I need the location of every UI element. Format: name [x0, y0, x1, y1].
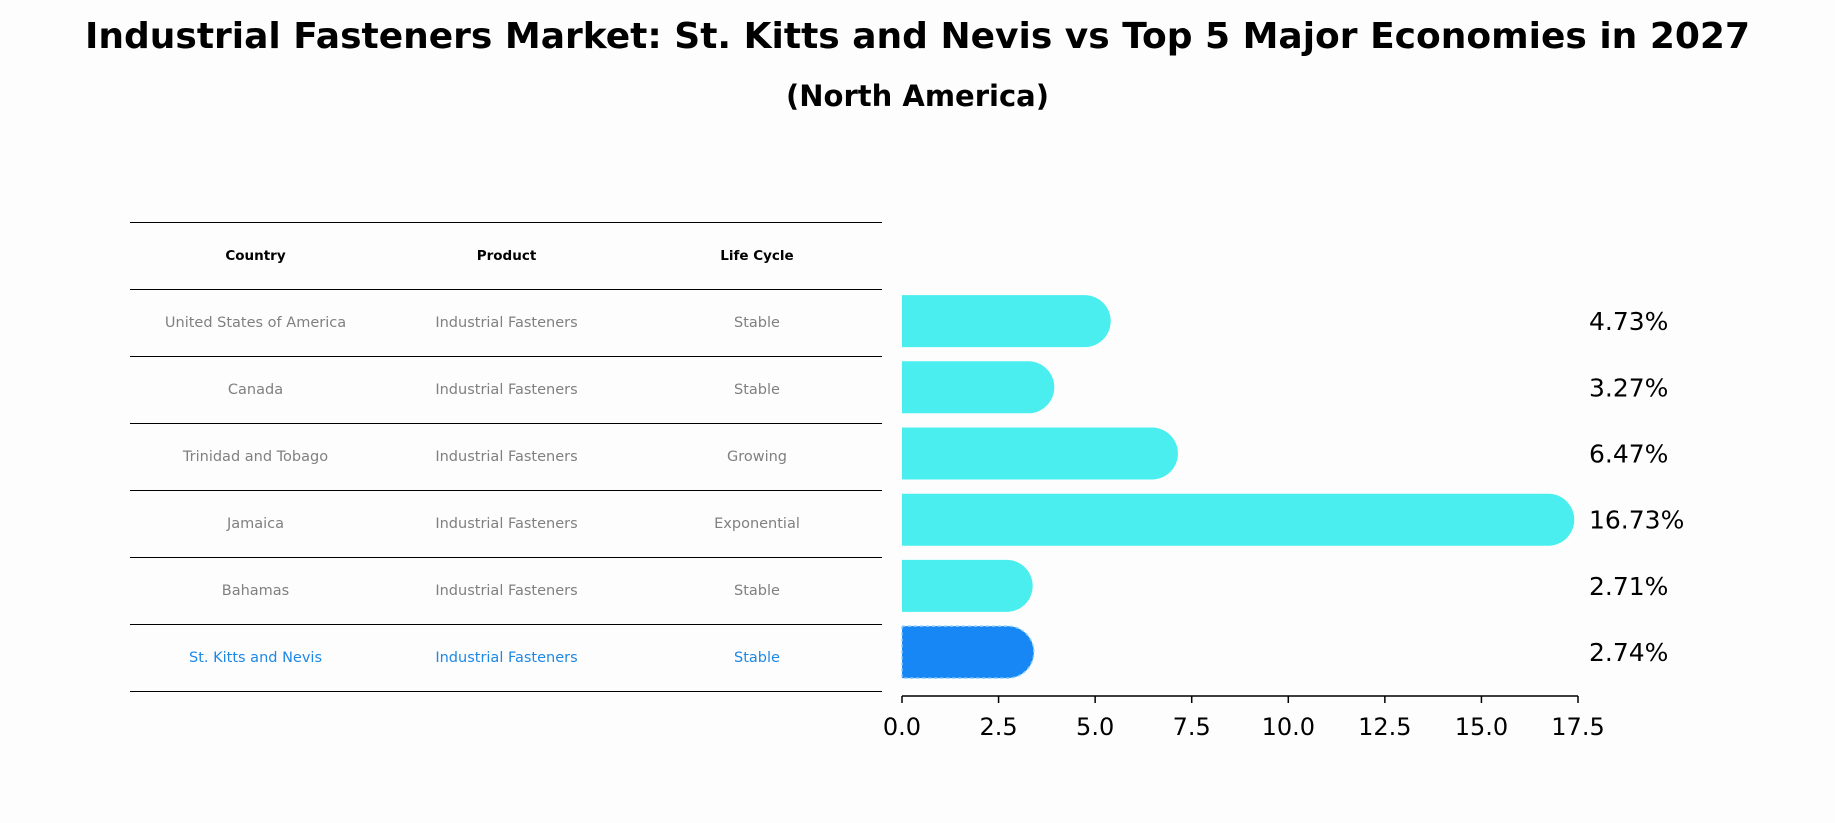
header-country: Country: [130, 222, 381, 290]
bar: [902, 559, 1033, 612]
value-label: 16.73%: [1589, 506, 1684, 535]
x-tick-label: 5.0: [1076, 713, 1114, 741]
x-tick-label: 10.0: [1262, 713, 1315, 741]
value-label: 6.47%: [1589, 440, 1668, 469]
info-table: Country Product Life Cycle United States…: [130, 222, 882, 692]
cell-country: Trinidad and Tobago: [130, 423, 381, 491]
value-label: 2.71%: [1589, 572, 1668, 601]
cell-product: Industrial Fasteners: [381, 423, 632, 491]
cell-life-cycle: Stable: [632, 356, 882, 424]
cell-country: Canada: [130, 356, 381, 424]
cell-life-cycle: Growing: [632, 423, 882, 491]
chart-title: Industrial Fasteners Market: St. Kitts a…: [84, 16, 1751, 57]
x-tick-label: 0.0: [883, 713, 921, 741]
cell-life-cycle: Exponential: [632, 490, 882, 558]
bar-highlight: [901, 625, 1035, 679]
x-tick-label: 2.5: [979, 713, 1017, 741]
table-row-highlight: St. Kitts and Nevis Industrial Fasteners…: [130, 624, 882, 692]
x-tick-label: 15.0: [1455, 713, 1508, 741]
bar: [902, 493, 1575, 546]
x-tick-label: 17.5: [1551, 713, 1604, 741]
x-tick-label: 12.5: [1358, 713, 1411, 741]
cell-life-cycle: Stable: [632, 624, 882, 692]
bar: [902, 361, 1055, 414]
value-label: 4.73%: [1589, 307, 1668, 336]
table-row: Bahamas Industrial Fasteners Stable: [130, 557, 882, 625]
bar: [902, 427, 1178, 480]
cell-country: Bahamas: [130, 557, 381, 625]
header-product: Product: [381, 222, 632, 290]
cell-product: Industrial Fasteners: [381, 490, 632, 558]
table-row: Canada Industrial Fasteners Stable: [130, 356, 882, 424]
bar: [902, 295, 1111, 348]
chart-subtitle: (North America): [786, 79, 1049, 113]
table-row: United States of America Industrial Fast…: [130, 289, 882, 357]
cell-product: Industrial Fasteners: [381, 624, 632, 692]
cell-country: United States of America: [130, 289, 381, 357]
cell-product: Industrial Fasteners: [381, 356, 632, 424]
table-row: Trinidad and Tobago Industrial Fasteners…: [130, 423, 882, 491]
table-header-row: Country Product Life Cycle: [130, 222, 882, 290]
table-row: Jamaica Industrial Fasteners Exponential: [130, 490, 882, 558]
cell-country: Jamaica: [130, 490, 381, 558]
value-label: 2.74%: [1589, 638, 1668, 667]
cell-product: Industrial Fasteners: [381, 289, 632, 357]
header-life-cycle: Life Cycle: [632, 222, 882, 290]
value-label: 3.27%: [1589, 373, 1668, 402]
x-tick-label: 7.5: [1173, 713, 1211, 741]
cell-life-cycle: Stable: [632, 557, 882, 625]
cell-country: St. Kitts and Nevis: [130, 624, 381, 692]
cell-life-cycle: Stable: [632, 289, 882, 357]
